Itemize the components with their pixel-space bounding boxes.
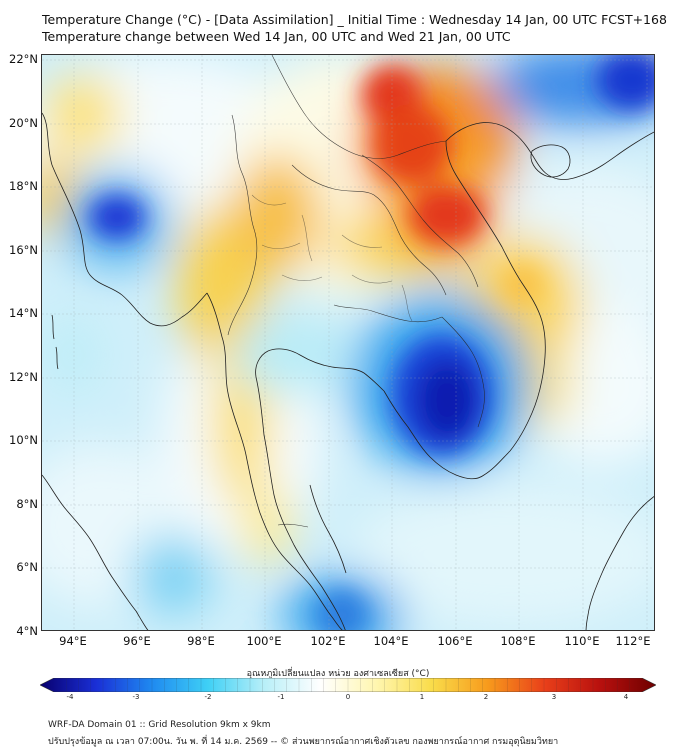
lon-label-94e: 94°E: [59, 634, 87, 648]
map-grid: [42, 55, 654, 630]
coastlines: [42, 112, 654, 630]
lon-label-104e: 104°E: [373, 634, 409, 648]
lat-label-20n: 20°N: [9, 116, 38, 130]
colorbar-strip: [40, 678, 656, 692]
colorbar-tick-1: 1: [419, 693, 425, 701]
colorbar-tick-3: 3: [551, 693, 557, 701]
lon-label-98e: 98°E: [187, 634, 215, 648]
colorbar-tick-minus4: -4: [66, 693, 74, 701]
colorbar-tick-minus2: -2: [204, 693, 212, 701]
colorbar-tick-2: 2: [483, 693, 489, 701]
lat-label-8n: 8°N: [16, 497, 38, 511]
lon-label-102e: 102°E: [310, 634, 346, 648]
lon-label-112e: 112°E: [615, 634, 651, 648]
lat-label-14n: 14°N: [9, 306, 38, 320]
colorbar-tick-minus3: -3: [132, 693, 140, 701]
country-borders: [227, 55, 485, 528]
map-subtitle: Temperature change between Wed 14 Jan, 0…: [42, 29, 511, 44]
lon-label-106e: 106°E: [437, 634, 473, 648]
footer-update-info: ปรับปรุงข้อมูล ณ เวลา 07:00น. วัน พ. ที่…: [48, 737, 559, 747]
temperature-extremes: [89, 55, 654, 630]
colorbar-tick-minus1: -1: [277, 693, 285, 701]
lat-label-22n: 22°N: [9, 52, 38, 66]
lat-label-10n: 10°N: [9, 433, 38, 447]
lon-label-108e: 108°E: [500, 634, 536, 648]
lat-label-12n: 12°N: [9, 370, 38, 384]
map-canvas: [42, 55, 654, 630]
colorbar-tick-0: 0: [345, 693, 351, 701]
colorbar: [40, 678, 656, 692]
lat-label-6n: 6°N: [16, 560, 38, 574]
colorbar-tick-4: 4: [623, 693, 629, 701]
footer-model-info: WRF-DA Domain 01 :: Grid Resolution 9km …: [48, 720, 271, 730]
lat-label-4n: 4°N: [16, 624, 38, 638]
lon-label-100e: 100°E: [246, 634, 282, 648]
temperature-change-map: [41, 54, 655, 631]
lon-label-96e: 96°E: [123, 634, 151, 648]
lat-label-18n: 18°N: [9, 179, 38, 193]
colorbar-title: อุณหภูมิเปลี่ยนแปลง หน่วย องศาเซลเซียส (…: [246, 669, 430, 679]
lat-label-16n: 16°N: [9, 243, 38, 257]
lon-label-110e: 110°E: [564, 634, 600, 648]
map-title: Temperature Change (°C) - [Data Assimila…: [42, 12, 667, 27]
